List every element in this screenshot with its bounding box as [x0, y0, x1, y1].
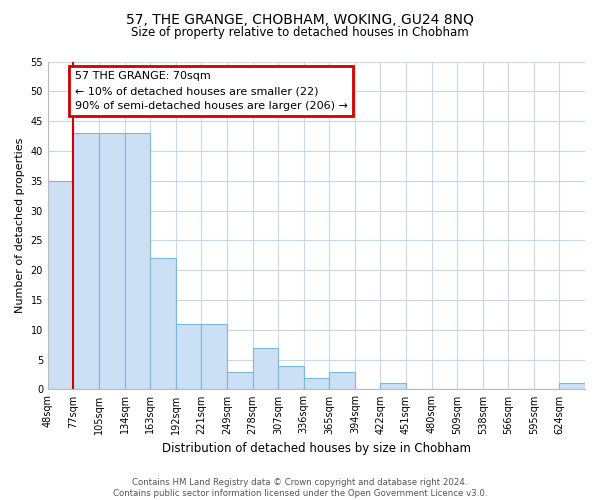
Bar	[559, 384, 585, 390]
X-axis label: Distribution of detached houses by size in Chobham: Distribution of detached houses by size …	[162, 442, 471, 455]
Y-axis label: Number of detached properties: Number of detached properties	[15, 138, 25, 313]
Bar	[125, 133, 150, 390]
Text: Size of property relative to detached houses in Chobham: Size of property relative to detached ho…	[131, 26, 469, 39]
Bar	[99, 133, 125, 390]
Bar	[48, 180, 73, 390]
Bar	[304, 378, 329, 390]
Bar	[202, 324, 227, 390]
Bar	[329, 372, 355, 390]
Text: Contains HM Land Registry data © Crown copyright and database right 2024.
Contai: Contains HM Land Registry data © Crown c…	[113, 478, 487, 498]
Text: 57 THE GRANGE: 70sqm
← 10% of detached houses are smaller (22)
90% of semi-detac: 57 THE GRANGE: 70sqm ← 10% of detached h…	[75, 72, 347, 111]
Bar	[150, 258, 176, 390]
Bar	[73, 133, 99, 390]
Bar	[380, 384, 406, 390]
Bar	[253, 348, 278, 390]
Text: 57, THE GRANGE, CHOBHAM, WOKING, GU24 8NQ: 57, THE GRANGE, CHOBHAM, WOKING, GU24 8N…	[126, 12, 474, 26]
Bar	[227, 372, 253, 390]
Bar	[278, 366, 304, 390]
Bar	[176, 324, 202, 390]
